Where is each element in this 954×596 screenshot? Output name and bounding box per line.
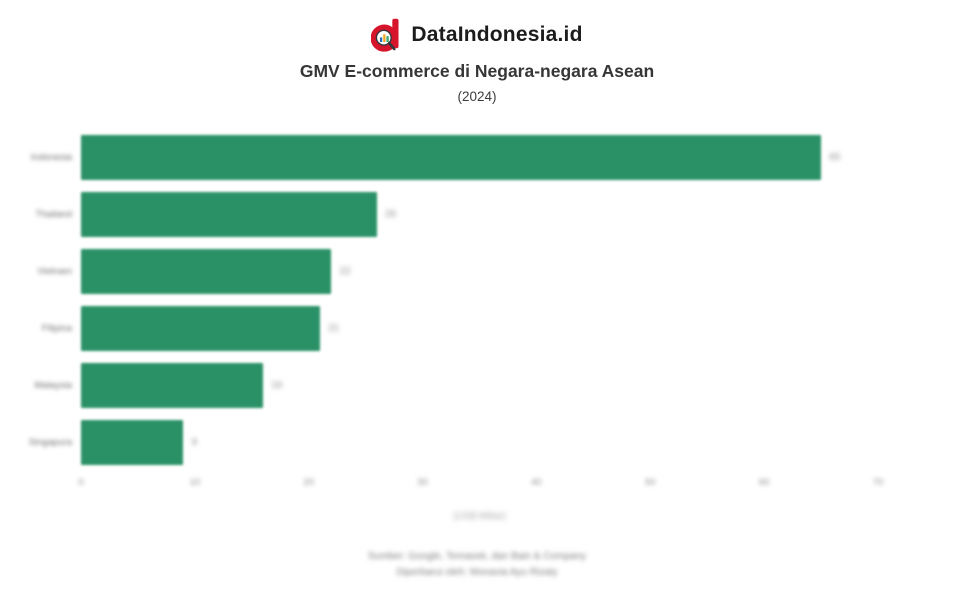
bar-rows: Indonesia 65 Thailand 26 Vietnam 22 Filipina 21…: [0, 129, 954, 471]
y-axis-label: Thailand: [35, 209, 72, 220]
y-axis-label: Filipina: [41, 323, 72, 334]
x-axis-tick-label: 60: [758, 477, 770, 488]
bar: [81, 249, 332, 294]
y-axis-label: Singapura: [28, 437, 72, 448]
x-axis-tick-label: 40: [531, 477, 542, 488]
bar-row: Indonesia 65: [0, 129, 954, 186]
x-axis-tick-label: 0: [78, 477, 84, 488]
bar-value-label: 21: [328, 323, 340, 334]
x-axis-tick-label: 20: [303, 477, 314, 488]
bar-value-label: 65: [829, 152, 841, 163]
chart-title: GMV E-commerce di Negara-negara Asean: [299, 61, 655, 81]
x-axis-tick-label: 30: [417, 477, 428, 488]
x-axis-label: (US$ Miliar): [453, 511, 506, 522]
brand: DataIndonesia.id: [0, 16, 954, 54]
bar-value-label: 26: [385, 209, 397, 220]
bar-value-label: 22: [339, 266, 351, 277]
bar: [81, 135, 822, 180]
dataindonesia-logo-icon: [371, 18, 399, 52]
bar: [81, 192, 378, 237]
brand-name: DataIndonesia.id: [411, 23, 583, 46]
bar-row: Vietnam 22: [0, 243, 954, 300]
bar-row: Singapura 9: [0, 414, 954, 471]
y-axis-label: Indonesia: [30, 152, 72, 163]
credit-text: Diperbarui oleh: Monavia Ayu Rizaty: [396, 567, 558, 578]
bar-value-label: 9: [191, 437, 198, 448]
x-axis-tick-label: 70: [872, 477, 884, 488]
bar-chart: Indonesia 65 Thailand 26 Vietnam 22 Filipina 21…: [0, 129, 954, 471]
bar-row: Thailand 26: [0, 186, 954, 243]
bar-value-label: 16: [271, 380, 283, 391]
x-axis: 0 10 20 30 40 50 60 70: [78, 477, 883, 491]
chart-subtitle: (2024): [457, 89, 497, 104]
x-axis-tick-label: 50: [644, 477, 656, 488]
bar-row: Filipina 21: [0, 300, 954, 357]
bar: [81, 420, 184, 465]
x-axis-tick-label: 10: [189, 477, 201, 488]
source-text: Sumber: Google, Temasek, dan Bain & Comp…: [367, 551, 587, 562]
bar: [81, 306, 321, 351]
y-axis-label: Malaysia: [34, 380, 73, 391]
y-axis-label: Vietnam: [37, 266, 72, 277]
bar: [81, 363, 264, 408]
bar-row: Malaysia 16: [0, 357, 954, 414]
